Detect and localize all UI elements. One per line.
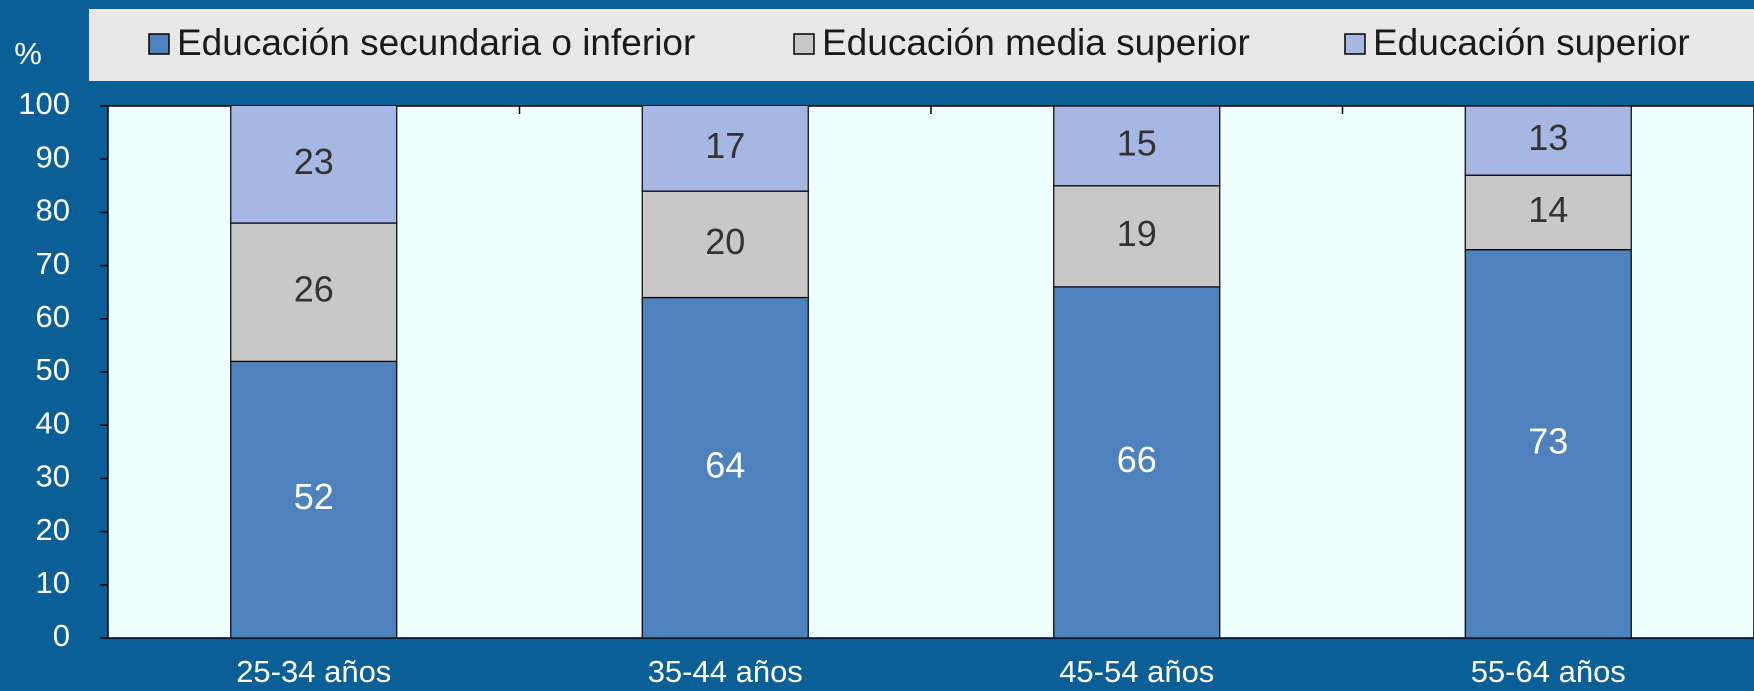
data-label: 15 [1117, 122, 1157, 163]
x-tick-label: 55-64 años [1471, 654, 1626, 689]
x-tick-label: 25-34 años [236, 654, 391, 689]
bar-segment [1053, 185, 1221, 288]
y-tick-label: 30 [36, 459, 70, 494]
bar-segment [1464, 174, 1632, 251]
y-tick-label: 40 [36, 405, 70, 440]
y-tick-label: 100 [18, 86, 70, 121]
legend-swatch [148, 33, 170, 55]
data-label: 73 [1528, 420, 1568, 461]
y-tick-label: 20 [36, 512, 70, 547]
y-axis-label: % [14, 36, 42, 71]
legend-box [89, 9, 1754, 81]
bars [230, 106, 1632, 638]
legend-label: Educación media superior [822, 22, 1250, 63]
bar-segment [1464, 106, 1632, 176]
bar-segment [230, 222, 398, 362]
legend-label: Educación secundaria o inferior [177, 22, 695, 63]
y-tick-label: 70 [36, 246, 70, 281]
y-tick-label: 0 [53, 618, 70, 653]
data-label: 66 [1117, 439, 1157, 480]
y-tick-label: 90 [36, 139, 70, 174]
data-label: 13 [1528, 117, 1568, 158]
bar-segment [1464, 249, 1632, 638]
legend-swatch [793, 33, 815, 55]
data-label: 19 [1117, 213, 1157, 254]
data-label: 52 [294, 476, 334, 517]
data-label: 26 [294, 269, 334, 310]
y-tick-label: 10 [36, 565, 70, 600]
bar-segment [1053, 286, 1221, 638]
data-label: 64 [705, 444, 745, 485]
data-label: 14 [1528, 189, 1568, 230]
legend-swatch [1344, 33, 1366, 55]
y-tick-label: 80 [36, 193, 70, 228]
bar-segment [1053, 106, 1221, 187]
x-tick-label: 35-44 años [648, 654, 803, 689]
legend-label: Educación superior [1373, 22, 1690, 63]
bar-segment [230, 360, 398, 638]
bar-segment [641, 190, 809, 299]
y-tick-label: 60 [36, 299, 70, 334]
x-tick-label: 45-54 años [1059, 654, 1214, 689]
data-label: 20 [705, 221, 745, 262]
bar-segment [230, 106, 398, 224]
bar-segment [641, 296, 809, 638]
bar-segment [641, 106, 809, 192]
data-label: 23 [294, 141, 334, 182]
y-tick-label: 50 [36, 352, 70, 387]
data-label: 17 [705, 125, 745, 166]
